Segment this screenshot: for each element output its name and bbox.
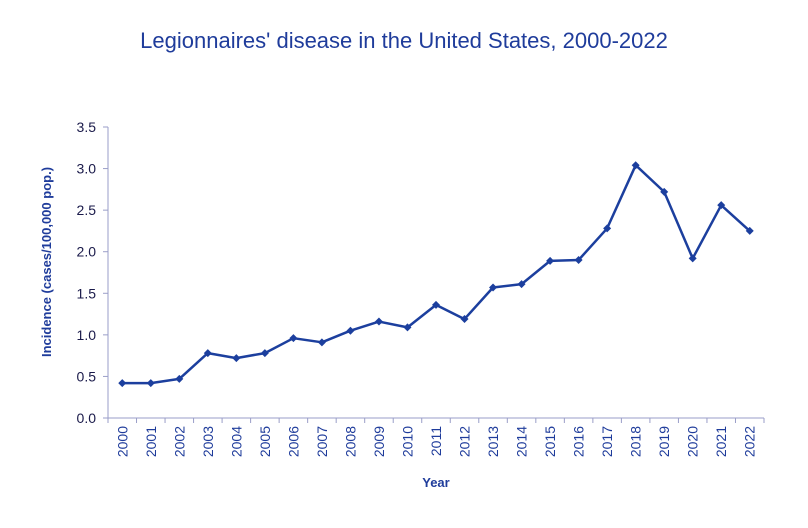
x-tick-label: 2014 [514, 426, 530, 457]
data-point [517, 280, 526, 289]
data-point [688, 254, 697, 263]
data-point [489, 283, 498, 292]
x-tick-label: 2009 [371, 426, 387, 457]
x-tick-label: 2003 [200, 426, 216, 457]
x-tick-label: 2016 [571, 426, 587, 457]
x-tick-label: 2007 [314, 426, 330, 457]
data-point [289, 334, 298, 343]
series-line [122, 163, 751, 385]
y-tick-label: 0.5 [77, 368, 97, 384]
data-point [432, 300, 440, 309]
data-point [260, 349, 269, 358]
data-point [574, 256, 583, 265]
data-point [346, 326, 355, 335]
x-tick-label: 2006 [285, 426, 301, 457]
x-tick-label: 2011 [428, 426, 444, 456]
data-point [745, 226, 754, 235]
x-axis-ticks: 2000 2001 2002 2003 2004 2005 2006 2007 2008 2009… [107, 418, 765, 457]
data-point [317, 338, 326, 347]
x-tick-label: 2001 [143, 426, 159, 457]
data-point [175, 374, 184, 383]
y-axis-ticks: 0.0 0.5 1.0 1.5 2.0 2.5 3.0 3.5 [77, 119, 108, 426]
y-tick-label: 1.5 [77, 285, 97, 301]
y-tick-label: 2.0 [77, 244, 97, 260]
data-point [146, 379, 155, 388]
data-point [546, 256, 555, 265]
data-point [403, 323, 412, 332]
axes [107, 127, 764, 419]
x-tick-label: 2020 [685, 426, 701, 457]
y-tick-label: 1.0 [77, 327, 97, 343]
x-tick-label: 2008 [342, 426, 358, 457]
data-point [374, 317, 383, 326]
y-tick-label: 3.0 [77, 161, 97, 177]
data-point [717, 201, 726, 210]
x-tick-label: 2017 [599, 426, 615, 457]
x-tick-label: 2000 [114, 426, 130, 457]
data-point [603, 224, 612, 233]
chart-title: Legionnaires' disease in the United Stat… [140, 28, 668, 53]
data-point [203, 349, 212, 358]
series-group [118, 161, 754, 388]
y-tick-label: 3.5 [77, 119, 97, 135]
x-tick-label: 2021 [713, 426, 729, 457]
data-point [631, 161, 640, 170]
x-tick-label: 2018 [628, 426, 644, 457]
data-point [460, 315, 469, 324]
data-point [232, 354, 241, 363]
x-tick-label: 2012 [457, 426, 473, 457]
x-tick-label: 2010 [399, 426, 415, 457]
x-tick-label: 2005 [257, 426, 273, 457]
y-tick-label: 0.0 [77, 410, 97, 426]
x-tick-label: 2015 [542, 426, 558, 457]
data-point [118, 379, 127, 388]
x-axis-label: Year [422, 475, 449, 490]
y-tick-label: 2.5 [77, 202, 97, 218]
data-point [660, 187, 669, 196]
y-axis-label: Incidence (cases/100,000 pop.) [39, 167, 54, 357]
x-tick-label: 2022 [742, 426, 758, 457]
x-tick-label: 2002 [171, 426, 187, 457]
x-tick-label: 2004 [228, 426, 244, 457]
x-tick-label: 2013 [485, 426, 501, 457]
x-tick-label: 2019 [656, 426, 672, 457]
